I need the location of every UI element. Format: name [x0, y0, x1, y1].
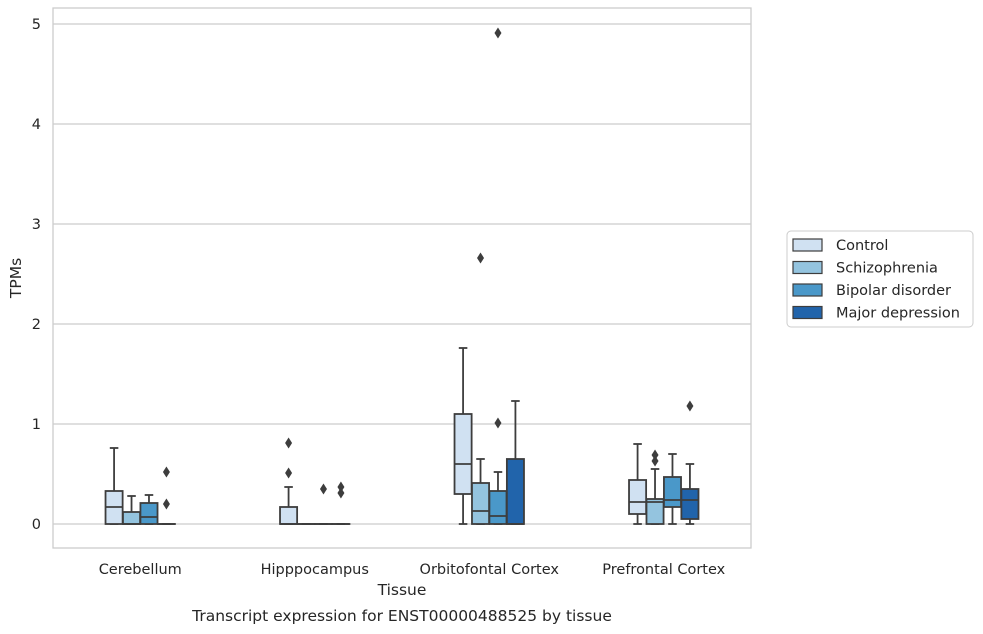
legend-swatch: [792, 260, 823, 275]
outlier-point: [651, 449, 659, 461]
box-body: [628, 479, 648, 515]
outlier-point: [285, 437, 293, 449]
legend: Control Schizophrenia Bipolar disorder Majo…: [786, 230, 974, 328]
box-major-depression: [680, 400, 700, 525]
outlier-point: [494, 417, 502, 429]
legend-label: Control: [836, 238, 888, 254]
outlier-point: [477, 252, 485, 264]
box-body: [645, 498, 665, 525]
box-body: [663, 476, 682, 508]
outlier-point: [337, 481, 345, 493]
box-control: [628, 443, 648, 525]
box-bipolar-disorder: [488, 27, 508, 525]
legend-label: Major depression: [836, 306, 960, 322]
box-body: [453, 413, 473, 495]
outlier-point: [686, 400, 694, 412]
box-body: [471, 482, 490, 525]
legend-swatch: [792, 283, 823, 297]
outlier-point: [319, 483, 327, 495]
box-body: [505, 458, 525, 525]
box-bipolar-disorder: [139, 494, 159, 525]
chart-title: Transcript expression for ENST0000048852…: [191, 607, 612, 625]
box-body: [139, 502, 159, 525]
y-axis-label: TPMs: [7, 258, 25, 299]
box-control: [279, 437, 299, 525]
box-body: [279, 506, 299, 525]
legend-frame: [786, 230, 974, 328]
x-tick-label: Prefrontal Cortex: [602, 562, 725, 578]
outlier-point: [494, 27, 502, 39]
box-body: [680, 488, 700, 520]
x-tick-label: Orbitofontal Cortex: [420, 562, 560, 578]
y-tick-label: 2: [32, 317, 41, 333]
x-tick-label: Cerebellum: [99, 562, 182, 578]
box-bipolar-disorder: [663, 453, 682, 525]
box-body: [122, 511, 141, 525]
box-major-depression: [156, 466, 176, 525]
y-tick-label: 5: [32, 17, 41, 33]
x-tick-label: Hipppocampus: [261, 562, 369, 578]
box-schizophrenia: [645, 449, 665, 525]
outlier-point: [162, 466, 170, 478]
box-body: [488, 490, 508, 525]
y-tick-label: 1: [32, 417, 41, 433]
legend-swatch: [792, 305, 823, 320]
y-tick-label: 4: [32, 117, 41, 133]
box-control: [453, 347, 473, 525]
outlier-point: [162, 498, 170, 510]
x-axis-label: Tissue: [377, 581, 427, 599]
outlier-point: [651, 455, 659, 467]
legend-label: Bipolar disorder: [836, 283, 951, 299]
y-tick-label: 3: [32, 217, 41, 233]
legend-label: Schizophrenia: [836, 261, 938, 277]
box-major-depression: [505, 400, 525, 525]
legend-swatch: [792, 238, 823, 252]
box-control: [104, 447, 124, 525]
y-axis-ticks: 0 1 2 3 4 5: [32, 17, 41, 533]
box-major-depression: [331, 481, 351, 525]
y-tick-label: 0: [32, 517, 41, 533]
outlier-point: [337, 487, 345, 499]
box-groups: [104, 27, 700, 525]
outlier-point: [285, 467, 293, 479]
box-bipolar-disorder: [314, 483, 333, 525]
plot-area: [52, 7, 752, 549]
x-axis-ticks: Cerebellum Hipppocampus Orbitofontal Corte…: [99, 562, 726, 578]
